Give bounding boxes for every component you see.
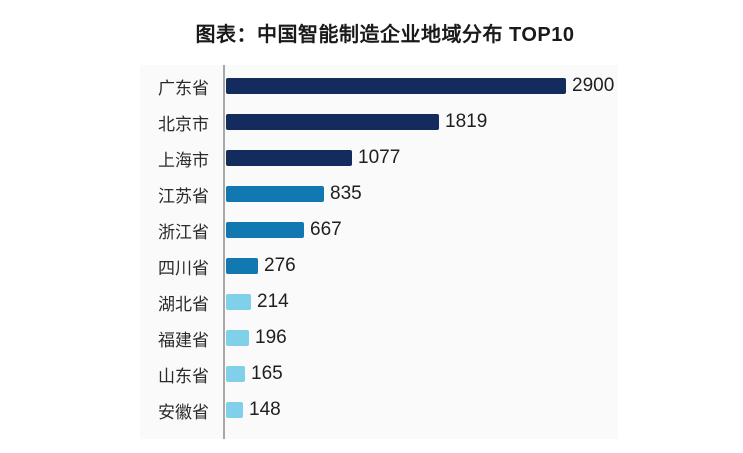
chart-row: 福建省 196 <box>140 320 618 356</box>
bar <box>226 78 566 94</box>
bar-track: 148 <box>223 399 618 421</box>
category-label: 安徽省 <box>158 402 209 422</box>
value-label: 276 <box>264 255 296 276</box>
value-label: 196 <box>255 327 287 348</box>
bar-track: 196 <box>223 327 618 349</box>
bar-track: 214 <box>223 291 618 313</box>
category-label: 山东省 <box>158 366 209 386</box>
bar <box>226 366 245 382</box>
bar-rows: 广东省 2900 北京市 1819 上海市 1077 江苏省 835 浙江省 667 四川省 276 湖… <box>140 68 618 428</box>
category-label: 北京市 <box>158 114 209 134</box>
chart-title: 图表：中国智能制造企业地域分布 TOP10 <box>195 24 575 46</box>
bar <box>226 222 304 238</box>
y-axis-line <box>223 65 225 439</box>
value-label: 148 <box>249 399 281 420</box>
value-label: 1077 <box>358 147 401 168</box>
category-label: 福建省 <box>158 330 209 350</box>
bar <box>226 402 243 418</box>
chart-row: 四川省 276 <box>140 248 618 284</box>
bar-track: 1819 <box>223 111 618 133</box>
category-label: 上海市 <box>158 150 209 170</box>
bar <box>226 150 352 166</box>
bar <box>226 114 439 130</box>
bar-track: 667 <box>223 219 618 241</box>
bar <box>226 330 249 346</box>
category-label: 四川省 <box>158 258 209 278</box>
category-label: 广东省 <box>158 78 209 98</box>
category-label: 浙江省 <box>158 222 209 242</box>
bar-track: 2900 <box>223 75 618 97</box>
chart-row: 上海市 1077 <box>140 140 618 176</box>
bar <box>226 186 324 202</box>
bar-track: 165 <box>223 363 618 385</box>
category-label: 江苏省 <box>158 186 209 206</box>
chart-row: 广东省 2900 <box>140 68 618 104</box>
value-label: 835 <box>330 183 362 204</box>
chart-row: 山东省 165 <box>140 356 618 392</box>
value-label: 2900 <box>572 75 615 96</box>
chart-row: 浙江省 667 <box>140 212 618 248</box>
value-label: 165 <box>251 363 283 384</box>
category-label: 湖北省 <box>158 294 209 314</box>
plot-area: 广东省 2900 北京市 1819 上海市 1077 江苏省 835 浙江省 667 四川省 276 湖… <box>140 65 618 439</box>
bar-track: 276 <box>223 255 618 277</box>
chart-row: 湖北省 214 <box>140 284 618 320</box>
chart-row: 安徽省 148 <box>140 392 618 428</box>
bar-track: 1077 <box>223 147 618 169</box>
value-label: 214 <box>257 291 289 312</box>
chart-row: 北京市 1819 <box>140 104 618 140</box>
value-label: 1819 <box>445 111 488 132</box>
bar <box>226 294 251 310</box>
bar <box>226 258 258 274</box>
value-label: 667 <box>310 219 342 240</box>
bar-track: 835 <box>223 183 618 205</box>
chart-row: 江苏省 835 <box>140 176 618 212</box>
